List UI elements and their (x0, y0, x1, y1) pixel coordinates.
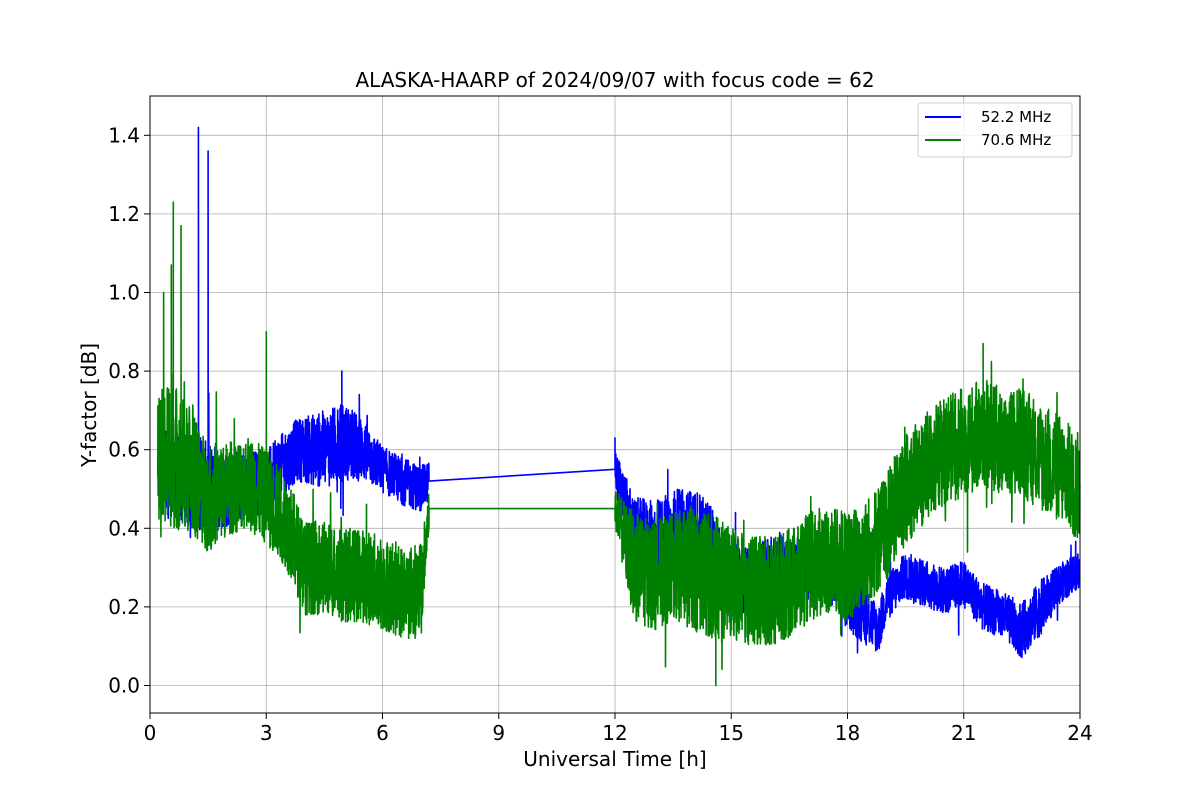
x-axis-label: Universal Time [h] (523, 747, 706, 771)
x-tick-label: 6 (376, 721, 389, 745)
y-tick-label: 0.8 (108, 359, 140, 383)
series-layer (157, 126, 1081, 687)
x-tick-label: 3 (260, 721, 273, 745)
y-tick-label: 0.6 (108, 438, 140, 462)
x-tick-label: 12 (602, 721, 627, 745)
chart-title: ALASKA-HAARP of 2024/09/07 with focus co… (355, 68, 874, 92)
y-axis-label: Y-factor [dB] (77, 343, 101, 468)
x-tick-label: 15 (719, 721, 744, 745)
x-tick-label: 18 (835, 721, 860, 745)
x-tick-label: 9 (492, 721, 505, 745)
y-tick-label: 1.2 (108, 202, 140, 226)
y-tick-label: 1.4 (108, 123, 140, 147)
legend-label-52-2-mhz: 52.2 MHz (981, 108, 1051, 126)
y-ticks: 0.0 0.2 0.4 0.6 0.8 1.0 1.2 1.4 (108, 123, 150, 697)
y-tick-label: 0.4 (108, 516, 140, 540)
series-line-70-6-mhz (157, 201, 1081, 687)
legend: 52.2 MHz 70.6 MHz (917, 102, 1073, 158)
y-tick-label: 1.0 (108, 280, 140, 304)
x-tick-label: 21 (951, 721, 976, 745)
x-ticks: 0 3 6 9 12 15 18 21 24 (144, 713, 1093, 745)
y-tick-label: 0.2 (108, 595, 140, 619)
legend-label-70-6-mhz: 70.6 MHz (981, 131, 1051, 149)
x-tick-label: 0 (144, 721, 157, 745)
x-tick-label: 24 (1067, 721, 1092, 745)
y-tick-label: 0.0 (108, 673, 140, 697)
